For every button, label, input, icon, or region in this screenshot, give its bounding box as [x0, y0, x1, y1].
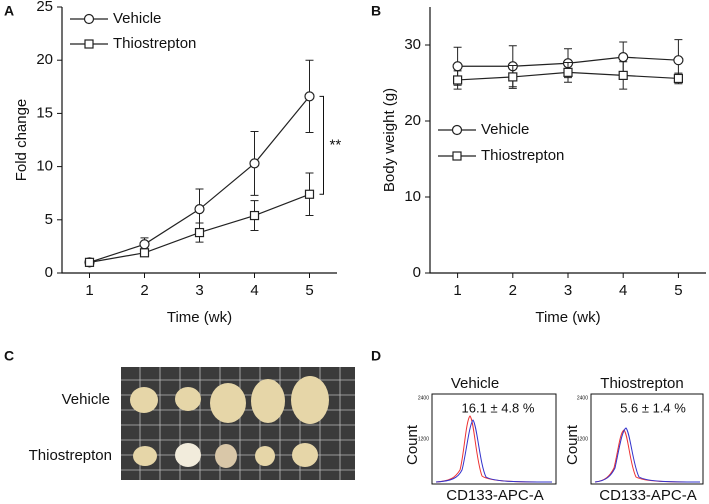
- y-label: Body weight (g): [381, 88, 398, 192]
- legend-marker: [83, 13, 95, 25]
- row-label: Thiostrepton: [29, 447, 112, 464]
- x-label: Time (wk): [535, 309, 600, 326]
- panel-label: C: [4, 348, 14, 364]
- row-label: Vehicle: [62, 391, 110, 408]
- legend-marker: [84, 39, 94, 49]
- flow-y-tick: 1200: [418, 436, 429, 442]
- flow-annotation: 5.6 ± 1.4 %: [620, 400, 686, 415]
- y-label: Fold change: [13, 99, 30, 182]
- legend-label: Vehicle: [481, 121, 529, 138]
- marker: [194, 227, 205, 238]
- y-tick-label: 20: [36, 51, 53, 68]
- y-tick-label: 0: [413, 264, 421, 281]
- marker: [452, 61, 463, 72]
- flow-y-label: Count: [564, 424, 581, 465]
- y-tick-label: 15: [36, 104, 53, 121]
- flow-title: Thiostrepton: [600, 375, 683, 392]
- x-tick-label: 1: [453, 282, 461, 299]
- flow-x-label: CD133-APC-A: [446, 487, 544, 504]
- x-tick-label: 3: [195, 282, 203, 299]
- marker: [618, 70, 628, 81]
- x-label: Time (wk): [167, 309, 232, 326]
- flow-annotation: 16.1 ± 4.8 %: [462, 400, 535, 415]
- legend-label: Vehicle: [113, 10, 161, 27]
- marker: [84, 257, 95, 267]
- flow-plot: [431, 393, 704, 485]
- marker: [194, 204, 205, 215]
- photo: [121, 367, 355, 480]
- marker: [139, 248, 150, 258]
- x-tick-label: 5: [305, 282, 313, 299]
- x-tick-label: 3: [564, 282, 572, 299]
- legend-label: Thiostrepton: [113, 35, 196, 52]
- marker: [249, 158, 260, 169]
- marker: [618, 52, 629, 63]
- panel-label: B: [371, 3, 381, 19]
- y-tick-label: 10: [404, 188, 421, 205]
- legend-label: Thiostrepton: [481, 147, 564, 164]
- marker: [673, 55, 684, 66]
- y-tick-label: 25: [36, 0, 53, 15]
- axis: [429, 7, 706, 274]
- x-tick-label: 1: [85, 282, 93, 299]
- flow-title: Vehicle: [451, 375, 499, 392]
- flow-y-label: Count: [404, 424, 421, 465]
- marker: [508, 72, 518, 82]
- flow-y-tick: 1200: [577, 436, 588, 442]
- y-tick-label: 0: [45, 264, 53, 281]
- legend-marker: [451, 124, 463, 136]
- y-tick-label: 10: [36, 158, 53, 175]
- marker: [453, 75, 463, 85]
- annotation: **: [330, 136, 342, 153]
- y-tick-label: 20: [404, 112, 421, 129]
- marker: [249, 210, 260, 221]
- significance-bracket: [319, 95, 324, 195]
- marker: [304, 91, 315, 102]
- x-tick-label: 2: [509, 282, 517, 299]
- marker: [304, 189, 315, 199]
- panel-label: A: [4, 3, 14, 19]
- flow-y-tick: 2400: [418, 395, 429, 401]
- marker: [673, 73, 684, 84]
- y-tick-label: 30: [404, 36, 421, 53]
- x-tick-label: 4: [250, 282, 258, 299]
- marker: [139, 239, 150, 250]
- x-tick-label: 4: [619, 282, 627, 299]
- legend-marker: [452, 151, 462, 161]
- flow-x-label: CD133-APC-A: [599, 487, 697, 504]
- panel-label: D: [371, 348, 381, 364]
- flow-y-tick: 2400: [577, 395, 588, 401]
- x-tick-label: 5: [674, 282, 682, 299]
- y-tick-label: 5: [45, 211, 53, 228]
- marker: [563, 67, 573, 77]
- x-tick-label: 2: [140, 282, 148, 299]
